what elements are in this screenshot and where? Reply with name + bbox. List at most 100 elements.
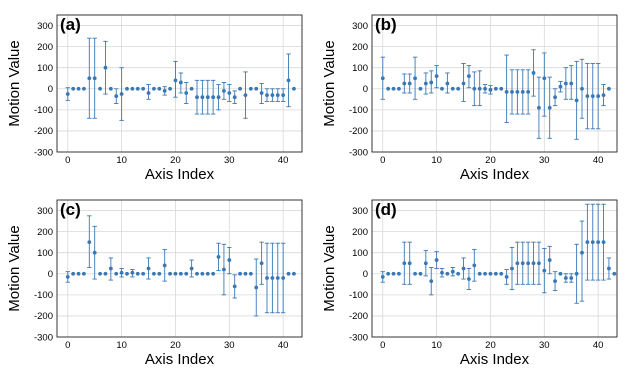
data-point xyxy=(152,86,156,91)
data-point xyxy=(445,271,450,276)
data-point xyxy=(493,86,498,91)
data-point xyxy=(65,92,70,96)
data-point xyxy=(467,74,471,79)
y-axis-label: Motion Value xyxy=(6,40,23,126)
x-tick-label: 40 xyxy=(278,155,289,166)
data-point xyxy=(98,271,102,276)
data-point xyxy=(130,86,135,91)
data-point xyxy=(162,88,167,93)
data-point xyxy=(563,81,568,86)
data-point xyxy=(429,80,434,85)
data-point xyxy=(574,271,579,276)
y-tick-label: -200 xyxy=(34,311,53,322)
data-point xyxy=(461,81,466,86)
y-tick-label: 300 xyxy=(352,21,368,32)
data-point xyxy=(265,93,269,97)
y-tick-label: 0 xyxy=(363,269,368,280)
data-point xyxy=(141,271,146,276)
data-point xyxy=(418,271,423,276)
data-point xyxy=(232,95,237,100)
data-point xyxy=(445,81,450,86)
data-point xyxy=(286,271,291,276)
data-point xyxy=(135,271,140,276)
data-point xyxy=(189,266,194,271)
data-point xyxy=(477,271,482,276)
data-point xyxy=(211,95,216,100)
x-tick-label: 0 xyxy=(380,340,385,351)
y-tick-label: 100 xyxy=(37,63,53,74)
x-tick-label: 30 xyxy=(539,155,550,166)
data-point xyxy=(418,86,423,91)
plot-frame xyxy=(371,199,618,338)
plot-frame xyxy=(56,199,303,338)
data-point xyxy=(520,90,525,94)
data-point xyxy=(580,250,584,255)
data-point xyxy=(227,91,232,95)
x-tick-label: 30 xyxy=(539,340,550,351)
data-point xyxy=(259,91,264,95)
panel-label: (a) xyxy=(60,15,81,34)
data-point xyxy=(590,240,595,245)
data-point xyxy=(483,86,487,91)
data-point xyxy=(434,258,439,262)
data-point xyxy=(386,271,391,276)
data-point xyxy=(504,90,509,94)
x-tick-label: 10 xyxy=(431,340,442,351)
data-point xyxy=(130,270,135,275)
data-point xyxy=(243,93,248,97)
data-point xyxy=(423,81,428,86)
data-point xyxy=(526,90,531,94)
data-point xyxy=(537,105,541,110)
data-point xyxy=(601,240,606,245)
data-point xyxy=(119,92,124,96)
data-point xyxy=(205,271,210,276)
data-point xyxy=(553,279,557,284)
data-point xyxy=(216,95,221,100)
data-point xyxy=(92,250,97,255)
data-point xyxy=(248,271,253,276)
x-tick-label: 0 xyxy=(380,155,385,166)
data-point xyxy=(580,86,584,91)
data-point xyxy=(423,261,428,266)
data-point xyxy=(243,271,248,276)
data-point xyxy=(168,86,172,91)
data-point xyxy=(238,271,242,276)
data-point xyxy=(103,65,108,70)
data-point xyxy=(380,275,385,279)
data-point xyxy=(547,105,552,110)
data-point xyxy=(292,86,296,91)
data-point xyxy=(386,86,391,91)
data-point xyxy=(483,271,487,276)
y-tick-label: -100 xyxy=(34,290,53,301)
data-point xyxy=(440,270,444,275)
data-point xyxy=(248,86,253,91)
data-point xyxy=(125,86,129,91)
data-point xyxy=(493,271,498,276)
y-tick-label: -100 xyxy=(34,105,53,116)
data-point xyxy=(168,271,172,276)
data-point xyxy=(162,263,167,268)
data-point xyxy=(380,76,385,81)
chart-svg-b: -300 -200 -100 0 100 200 300 0 10 20 30 40 Axis Inde… xyxy=(321,14,618,183)
data-point xyxy=(391,271,396,276)
data-point xyxy=(275,93,280,97)
y-tick-label: -300 xyxy=(349,332,368,343)
plot-frame xyxy=(56,14,303,153)
data-point xyxy=(205,95,210,100)
x-tick-label: 10 xyxy=(431,155,442,166)
y-tick-label: 0 xyxy=(363,84,368,95)
data-point xyxy=(119,270,124,275)
data-point xyxy=(407,261,412,266)
data-point xyxy=(558,84,563,89)
y-tick-label: -200 xyxy=(34,126,53,137)
data-point xyxy=(92,76,97,81)
data-point xyxy=(135,86,140,91)
data-point xyxy=(596,94,601,99)
data-point xyxy=(537,261,541,266)
y-tick-label: 200 xyxy=(37,42,53,53)
y-tick-label: 200 xyxy=(37,227,53,238)
data-point xyxy=(526,261,531,266)
x-tick-label: 20 xyxy=(485,340,496,351)
data-point xyxy=(259,261,264,266)
data-point xyxy=(222,88,226,93)
